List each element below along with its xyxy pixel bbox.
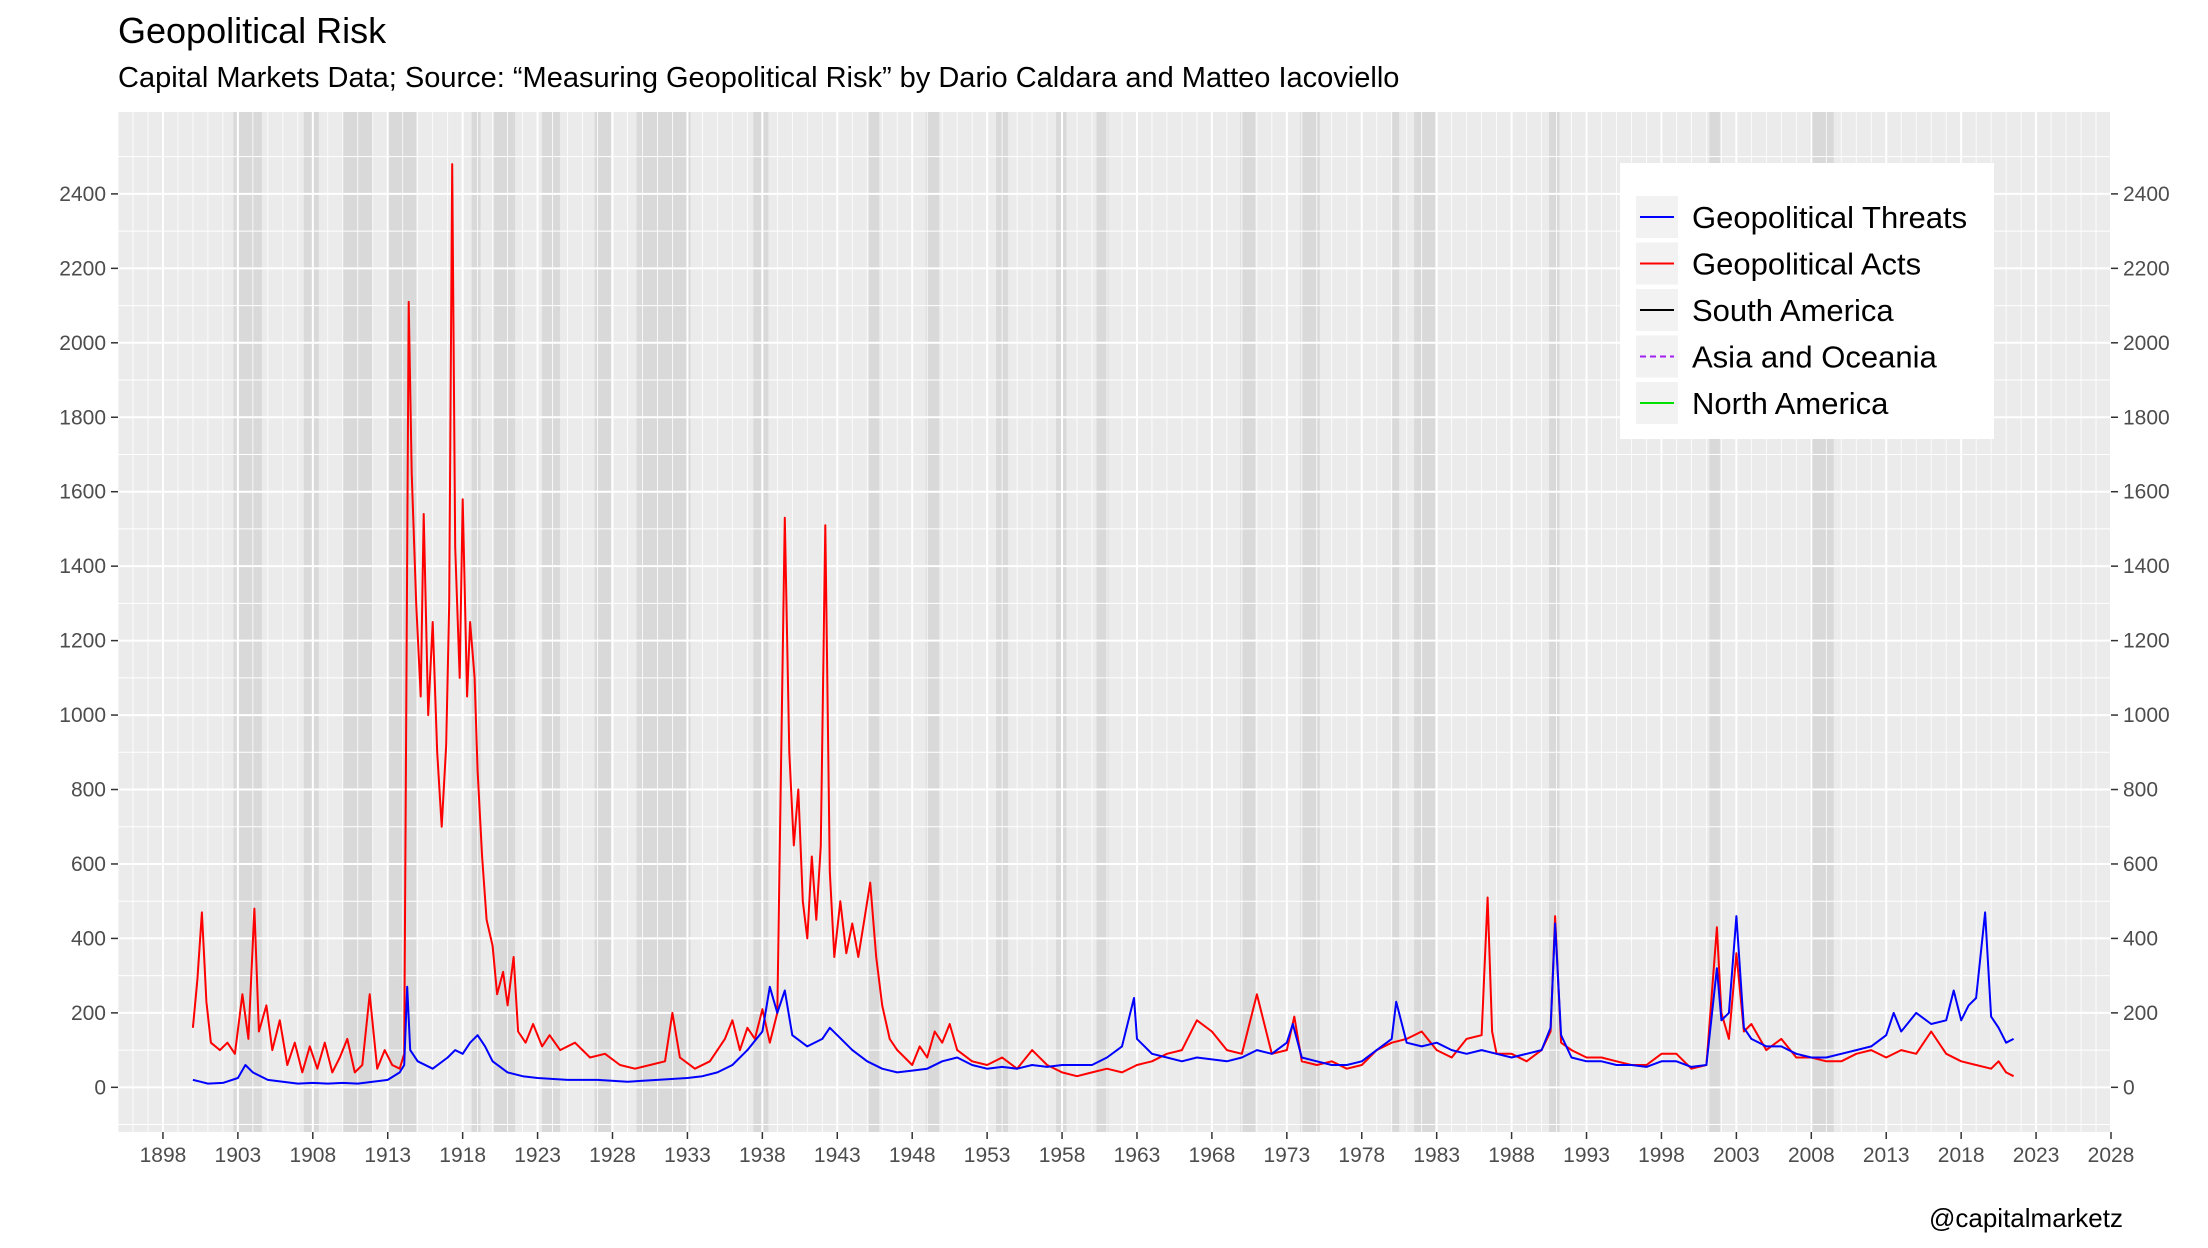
shaded-period (594, 112, 612, 1132)
x-tick-label: 1988 (1488, 1144, 1535, 1167)
x-tick-label: 1983 (1413, 1144, 1460, 1167)
y-tick-label-right: 0 (2123, 1076, 2135, 1099)
y-tick-label-left: 200 (71, 1002, 106, 1025)
y-tick-label-right: 1600 (2123, 481, 2170, 504)
shaded-period (1549, 112, 1560, 1132)
y-tick-label-right: 800 (2123, 779, 2158, 802)
x-tick-label: 2018 (1938, 1144, 1985, 1167)
x-tick-label: 2008 (1788, 1144, 1835, 1167)
y-tick-label-left: 0 (94, 1076, 106, 1099)
x-tick-label: 1943 (814, 1144, 861, 1167)
series-line-geopolitical-threats (192, 911, 2015, 1085)
x-tick-label: 1978 (1338, 1144, 1385, 1167)
x-tick-label: 1933 (664, 1144, 711, 1167)
shaded-period (1709, 112, 1720, 1132)
x-tick-label: 1918 (439, 1144, 486, 1167)
axes-group: 0 0 200 200 400 400 600 600 800 800 1000 1000 1200 12… (59, 183, 2169, 1167)
y-tick-label-left: 2000 (59, 332, 106, 355)
x-tick-label: 1948 (889, 1144, 936, 1167)
shaded-period (1391, 112, 1400, 1132)
x-tick-label: 1998 (1638, 1144, 1685, 1167)
y-tick-label-right: 1400 (2123, 555, 2170, 578)
recession-shading-group (233, 112, 1834, 1132)
y-tick-label-left: 1600 (59, 481, 106, 504)
x-tick-label: 1958 (1039, 1144, 1086, 1167)
y-tick-label-left: 1200 (59, 630, 106, 653)
shaded-period (387, 112, 417, 1132)
legend-label-geopolitical-acts: Geopolitical Acts (1692, 247, 1921, 282)
shaded-period (494, 112, 516, 1132)
y-tick-label-left: 2400 (59, 183, 106, 206)
legend-label-north-america: North America (1692, 386, 1889, 421)
y-tick-label-right: 1800 (2123, 406, 2170, 429)
x-tick-label: 2003 (1713, 1144, 1760, 1167)
legend-label-geopolitical-threats: Geopolitical Threats (1692, 200, 1967, 235)
chart-subtitle: Capital Markets Data; Source: “Measuring… (118, 62, 1400, 94)
legend: Geopolitical Threats Geopolitical Acts Sou… (1620, 163, 1994, 439)
y-tick-label-right: 2200 (2123, 257, 2170, 280)
series-line-geopolitical-acts (191, 163, 2015, 1078)
x-tick-label: 1938 (739, 1144, 786, 1167)
y-tick-label-left: 800 (71, 779, 106, 802)
x-tick-label: 1908 (289, 1144, 336, 1167)
y-tick-label-right: 1200 (2123, 630, 2170, 653)
x-tick-label: 2013 (1863, 1144, 1910, 1167)
shaded-period (1414, 112, 1436, 1132)
y-tick-label-right: 200 (2123, 1002, 2158, 1025)
x-tick-label: 1968 (1189, 1144, 1236, 1167)
shaded-period (925, 112, 940, 1132)
shaded-period (542, 112, 561, 1132)
shaded-period (303, 112, 319, 1132)
legend-box (1620, 163, 1994, 439)
x-tick-label: 1913 (364, 1144, 411, 1167)
shaded-period (471, 112, 481, 1132)
x-tick-label: 1903 (215, 1144, 262, 1167)
x-tick-label: 1963 (1114, 1144, 1161, 1167)
y-tick-label-right: 2400 (2123, 183, 2170, 206)
y-tick-label-left: 600 (71, 853, 106, 876)
chart-caption: @capitalmarketz (1928, 1203, 2123, 1233)
shaded-period (636, 112, 691, 1132)
x-tick-label: 1993 (1563, 1144, 1610, 1167)
y-tick-label-left: 1000 (59, 704, 106, 727)
x-tick-label: 1973 (1263, 1144, 1310, 1167)
x-tick-label: 2028 (2088, 1144, 2135, 1167)
shaded-period (753, 112, 769, 1132)
shaded-period (1240, 112, 1256, 1132)
y-tick-label-right: 2000 (2123, 332, 2170, 355)
x-tick-label: 1898 (140, 1144, 187, 1167)
shaded-period (868, 112, 880, 1132)
y-tick-label-right: 1000 (2123, 704, 2170, 727)
y-tick-label-left: 1800 (59, 406, 106, 429)
shaded-period (1300, 112, 1320, 1132)
chart-title: Geopolitical Risk (118, 10, 387, 51)
legend-label-south-america: South America (1692, 293, 1894, 328)
x-tick-label: 1928 (589, 1144, 636, 1167)
x-tick-label: 1953 (964, 1144, 1011, 1167)
y-tick-label-left: 2200 (59, 257, 106, 280)
y-tick-label-right: 600 (2123, 853, 2158, 876)
shaded-period (1096, 112, 1109, 1132)
y-tick-label-left: 1400 (59, 555, 106, 578)
legend-label-asia-and-oceania: Asia and Oceania (1692, 340, 1937, 375)
series-group (191, 163, 2015, 1085)
y-tick-label-left: 400 (71, 927, 106, 950)
x-tick-label: 2023 (2013, 1144, 2060, 1167)
x-tick-label: 1923 (514, 1144, 561, 1167)
y-tick-label-right: 400 (2123, 927, 2158, 950)
